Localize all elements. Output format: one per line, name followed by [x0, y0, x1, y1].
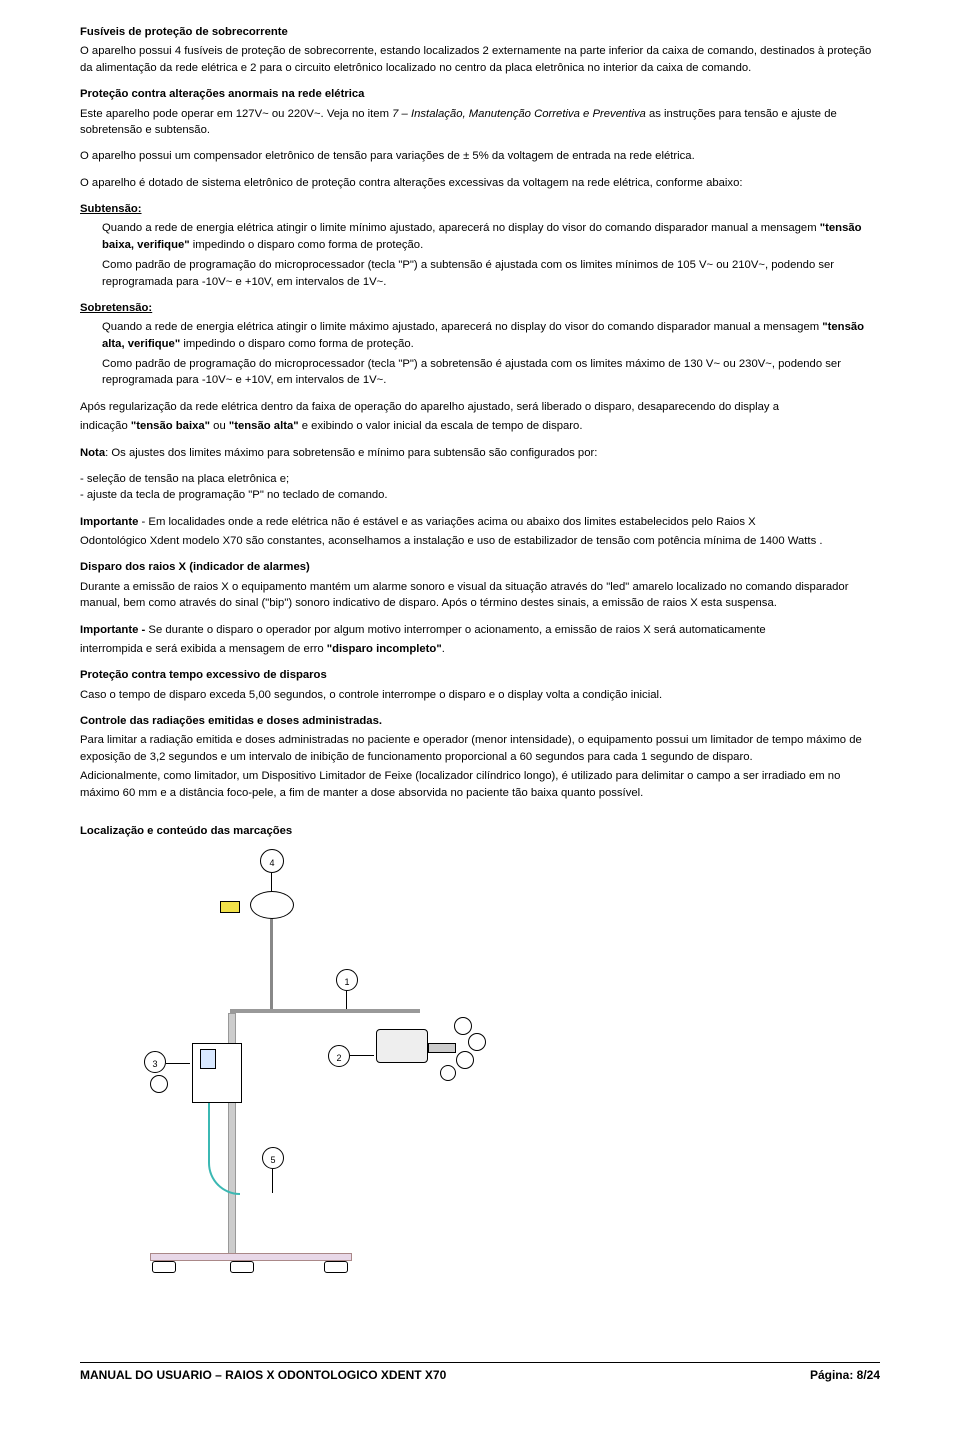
sobretensao-title: Sobretensão:	[80, 300, 880, 316]
footer-left: MANUAL DO USUARIO – RAIOS X ODONTOLOGICO…	[80, 1367, 446, 1384]
nota-item1: - seleção de tensão na placa eletrônica …	[80, 471, 880, 487]
section-fusiveis-title: Fusíveis de proteção de sobrecorrente	[80, 24, 880, 40]
nota-label: Nota	[80, 447, 105, 459]
callout-2: 2	[328, 1045, 350, 1067]
section-fusiveis-body: O aparelho possui 4 fusíveis de proteção…	[80, 43, 880, 76]
text: - Em localidades onde a rede elétrica nã…	[138, 516, 755, 528]
diagram-cable	[208, 1103, 240, 1195]
diagram-tag	[220, 901, 240, 913]
diagram-mast	[270, 919, 273, 1009]
diagram-line	[350, 1055, 374, 1056]
callout-3-num: 3	[152, 1059, 157, 1069]
radiacao-p1: Para limitar a radiação emitida e doses …	[80, 732, 880, 765]
callout-5-num: 5	[270, 1155, 275, 1165]
equipment-diagram: 4 1 2 3 5	[80, 847, 500, 1307]
regular-p2: indicação "tensão baixa" ou "tensão alta…	[80, 418, 880, 434]
diagram-line	[166, 1063, 190, 1064]
diagram-bubble	[468, 1033, 486, 1051]
text: .	[442, 643, 445, 655]
text-italic: 7 – Instalação, Manutenção Corretiva e P…	[392, 108, 646, 120]
importante-2-line2: interrompida e será exibida a mensagem d…	[80, 641, 880, 657]
section-protecao-title: Proteção contra alterações anormais na r…	[80, 86, 880, 102]
text: Quando a rede de energia elétrica atingi…	[102, 222, 820, 234]
diagram-line	[272, 1169, 273, 1193]
subtensao-p1: Quando a rede de energia elétrica atingi…	[102, 220, 876, 253]
localizacao-title: Localização e conteúdo das marcações	[80, 823, 880, 839]
importante-2-line1: Importante - Se durante o disparo o oper…	[80, 622, 880, 638]
diagram-bubble	[454, 1017, 472, 1035]
importante-1-line2: Odontológico Xdent modelo X70 são consta…	[80, 533, 880, 549]
callout-4: 4	[260, 849, 284, 873]
footer-right: Página: 8/24	[810, 1367, 880, 1384]
text: interrompida e será exibida a mensagem d…	[80, 643, 327, 655]
diagram-wheel	[230, 1261, 254, 1273]
nota-item2: - ajuste da tecla de programação "P" no …	[80, 487, 880, 503]
subtensao-p2: Como padrão de programação do microproce…	[102, 257, 876, 290]
callout-4-num: 4	[269, 858, 274, 868]
diagram-base	[150, 1253, 352, 1261]
diagram-bubble	[150, 1075, 168, 1093]
diagram-line	[271, 873, 272, 891]
sobretensao-p2: Como padrão de programação do microproce…	[102, 356, 876, 389]
text: : Os ajustes dos limites máximo para sob…	[105, 447, 597, 459]
text: Quando a rede de energia elétrica atingi…	[102, 321, 822, 333]
diagram-bubble	[440, 1065, 456, 1081]
section-protecao-p1: Este aparelho pode operar em 127V~ ou 22…	[80, 106, 880, 139]
text: Se durante o disparo o operador por algu…	[145, 624, 765, 636]
callout-1-num: 1	[344, 977, 349, 987]
subtensao-title: Subtensão:	[80, 201, 880, 217]
diagram-oval	[250, 891, 294, 919]
radiacao-p2: Adicionalmente, como limitador, um Dispo…	[80, 768, 880, 801]
disparo-body: Durante a emissão de raios X o equipamen…	[80, 579, 880, 612]
text: impedindo o disparo como forma de proteç…	[180, 338, 414, 350]
page-footer: MANUAL DO USUARIO – RAIOS X ODONTOLOGICO…	[80, 1362, 880, 1384]
nota-line: Nota: Os ajustes dos limites máximo para…	[80, 445, 880, 461]
section-protecao-p2: O aparelho possui um compensador eletrôn…	[80, 148, 880, 164]
importante-label: Importante -	[80, 624, 145, 636]
importante-label: Importante	[80, 516, 138, 528]
callout-5: 5	[262, 1147, 284, 1169]
diagram-panel	[200, 1049, 216, 1069]
text-bold: "disparo incompleto"	[327, 643, 442, 655]
section-protecao-p3: O aparelho é dotado de sistema eletrônic…	[80, 175, 880, 191]
text-bold: "tensão alta"	[229, 420, 299, 432]
diagram-wheel	[152, 1261, 176, 1273]
text-bold: "tensão baixa"	[131, 420, 210, 432]
text: e exibindo o valor inicial da escala de …	[299, 420, 583, 432]
diagram-line	[346, 991, 347, 1009]
diagram-arm	[230, 1009, 420, 1013]
text: impedindo o disparo como forma de proteç…	[190, 239, 424, 251]
regular-p1: Após regularização da rede elétrica dent…	[80, 399, 880, 415]
disparo-title: Disparo dos raios X (indicador de alarme…	[80, 559, 880, 575]
diagram-bubble	[456, 1051, 474, 1069]
tempo-title: Proteção contra tempo excessivo de dispa…	[80, 667, 880, 683]
sobretensao-p1: Quando a rede de energia elétrica atingi…	[102, 319, 876, 352]
callout-2-num: 2	[336, 1053, 341, 1063]
diagram-head	[376, 1029, 428, 1063]
text: indicação	[80, 420, 131, 432]
callout-3: 3	[144, 1051, 166, 1073]
importante-1-line1: Importante - Em localidades onde a rede …	[80, 514, 880, 530]
radiacao-title: Controle das radiações emitidas e doses …	[80, 713, 880, 729]
diagram-cone	[428, 1043, 456, 1053]
callout-1: 1	[336, 969, 358, 991]
text: Este aparelho pode operar em 127V~ ou 22…	[80, 108, 392, 120]
text: ou	[210, 420, 229, 432]
tempo-body: Caso o tempo de disparo exceda 5,00 segu…	[80, 687, 880, 703]
diagram-wheel	[324, 1261, 348, 1273]
